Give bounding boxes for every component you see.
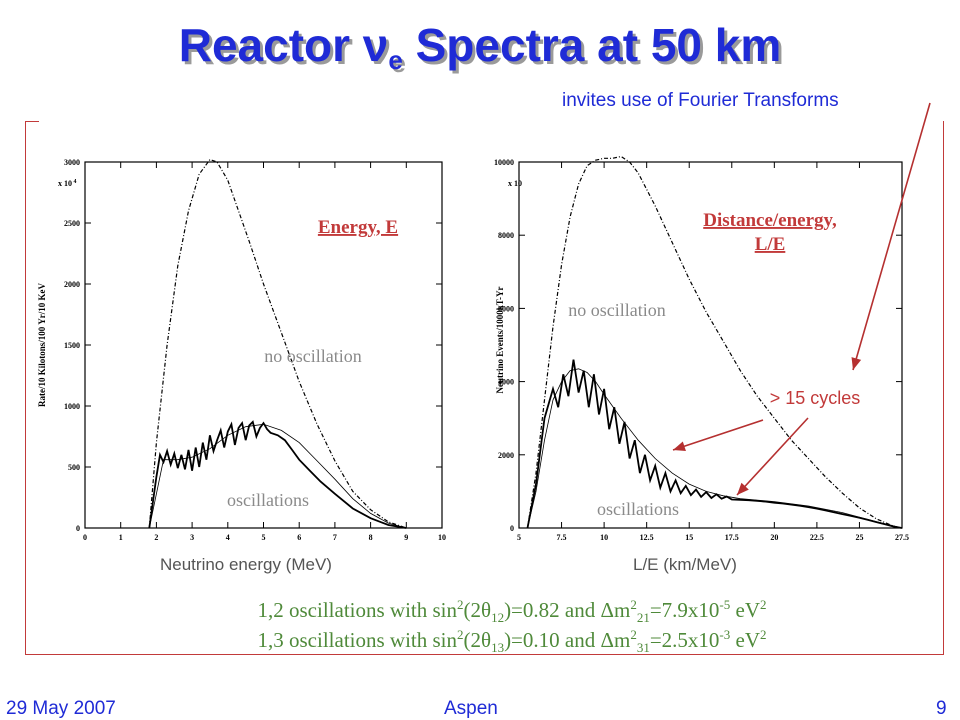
energy-series-no-oscillation	[148, 158, 407, 529]
le-annotation-oscillations: oscillations	[597, 499, 679, 519]
le-xtick-label: 12.5	[640, 533, 654, 542]
le-ytick-label: 6000	[498, 304, 514, 313]
le-annotation-no-oscillation: no oscillation	[568, 300, 666, 320]
energy-xtick-label: 3	[190, 533, 194, 542]
energy-ytick-label: 2000	[64, 280, 80, 289]
fourier-arrow	[852, 102, 931, 371]
energy-series-oscillation-average	[148, 423, 407, 529]
le-plot-frame	[518, 161, 903, 529]
le-xtick-label: 22.5	[810, 533, 824, 542]
energy-ylabel: Rate/10 Kilotons/100 Yr/10 KeV	[37, 283, 47, 407]
le-xtick-label: 27.5	[895, 533, 909, 542]
energy-annotation-oscillations: oscillations	[227, 490, 309, 510]
fourier-note: invites use of Fourier Transforms	[562, 90, 839, 111]
le-ytick-label: 8000	[498, 231, 514, 240]
le-xtick-label: 5	[517, 533, 521, 542]
le-multiplier: x 10	[508, 179, 522, 188]
energy-ytick-label: 500	[68, 463, 80, 472]
content-frame	[25, 121, 944, 655]
le-ytick-label: 10000	[494, 158, 514, 167]
le-ytick-label: 2000	[498, 451, 514, 460]
energy-xtick-label: 4	[226, 533, 230, 542]
energy-xtick-label: 6	[297, 533, 301, 542]
le-chart-title: L/E	[755, 234, 786, 255]
energy-ytick-label: 2500	[64, 219, 80, 228]
slide-title: Reactor νe Spectra at 50 km	[178, 19, 782, 75]
fourier-arrow-head	[851, 357, 862, 370]
energy-xlabel: Neutrino energy (MeV)	[160, 555, 332, 574]
energy-ytick-label: 1500	[64, 341, 80, 350]
le-series-oscillation-average	[527, 368, 903, 529]
le-xtick-label: 25	[855, 533, 863, 542]
cycles-arrow-left-head	[673, 441, 686, 451]
frame-edge-top	[25, 121, 39, 122]
energy-xtick-label: 0	[83, 533, 87, 542]
equation-13: 1,3 oscillations with sin2(2θ13)=0.10 an…	[257, 627, 767, 656]
le-series-oscillations	[526, 359, 903, 529]
energy-chart-title: Energy, E	[318, 217, 398, 238]
le-xtick-label: 15	[685, 533, 693, 542]
le-series-no-oscillation	[526, 155, 903, 529]
le-ylabel: Neutrino Events/1000kT-Yr	[495, 287, 505, 394]
energy-xtick-label: 1	[119, 533, 123, 542]
le-xtick-label: 10	[600, 533, 608, 542]
footer-center: Aspen	[444, 698, 498, 719]
le-ytick-label: 0	[510, 524, 514, 533]
le-xtick-label: 7.5	[557, 533, 567, 542]
energy-xtick-label: 5	[262, 533, 266, 542]
footer-date: 29 May 2007	[6, 698, 116, 719]
le-ytick-label: 4000	[498, 378, 514, 387]
le-xlabel: L/E (km/MeV)	[633, 555, 737, 574]
energy-series-oscillations	[148, 420, 407, 529]
le-xtick-label: 17.5	[725, 533, 739, 542]
energy-xtick-label: 8	[369, 533, 373, 542]
cycles-arrow-right	[736, 417, 809, 496]
energy-multiplier: x 10 4	[58, 179, 77, 188]
energy-xtick-label: 7	[333, 533, 337, 542]
energy-ytick-label: 3000	[64, 158, 80, 167]
energy-ytick-label: 1000	[64, 402, 80, 411]
le-xtick-label: 20	[770, 533, 778, 542]
equation-12: 1,2 oscillations with sin2(2θ12)=0.82 an…	[257, 597, 767, 626]
energy-xtick-label: 2	[154, 533, 158, 542]
energy-xtick-label: 10	[438, 533, 446, 542]
energy-xtick-label: 9	[404, 533, 408, 542]
le-annotation-15-cycles: > 15 cycles	[770, 388, 861, 408]
cycles-arrow-left	[672, 419, 764, 451]
le-chart-title: Distance/energy,	[703, 210, 837, 231]
energy-annotation-no-oscillation: no oscillation	[264, 346, 362, 366]
energy-ytick-label: 0	[76, 524, 80, 533]
frame-edge-right	[943, 121, 944, 654]
cycles-arrow-right-head	[737, 482, 749, 495]
footer-page: 9	[936, 698, 947, 719]
